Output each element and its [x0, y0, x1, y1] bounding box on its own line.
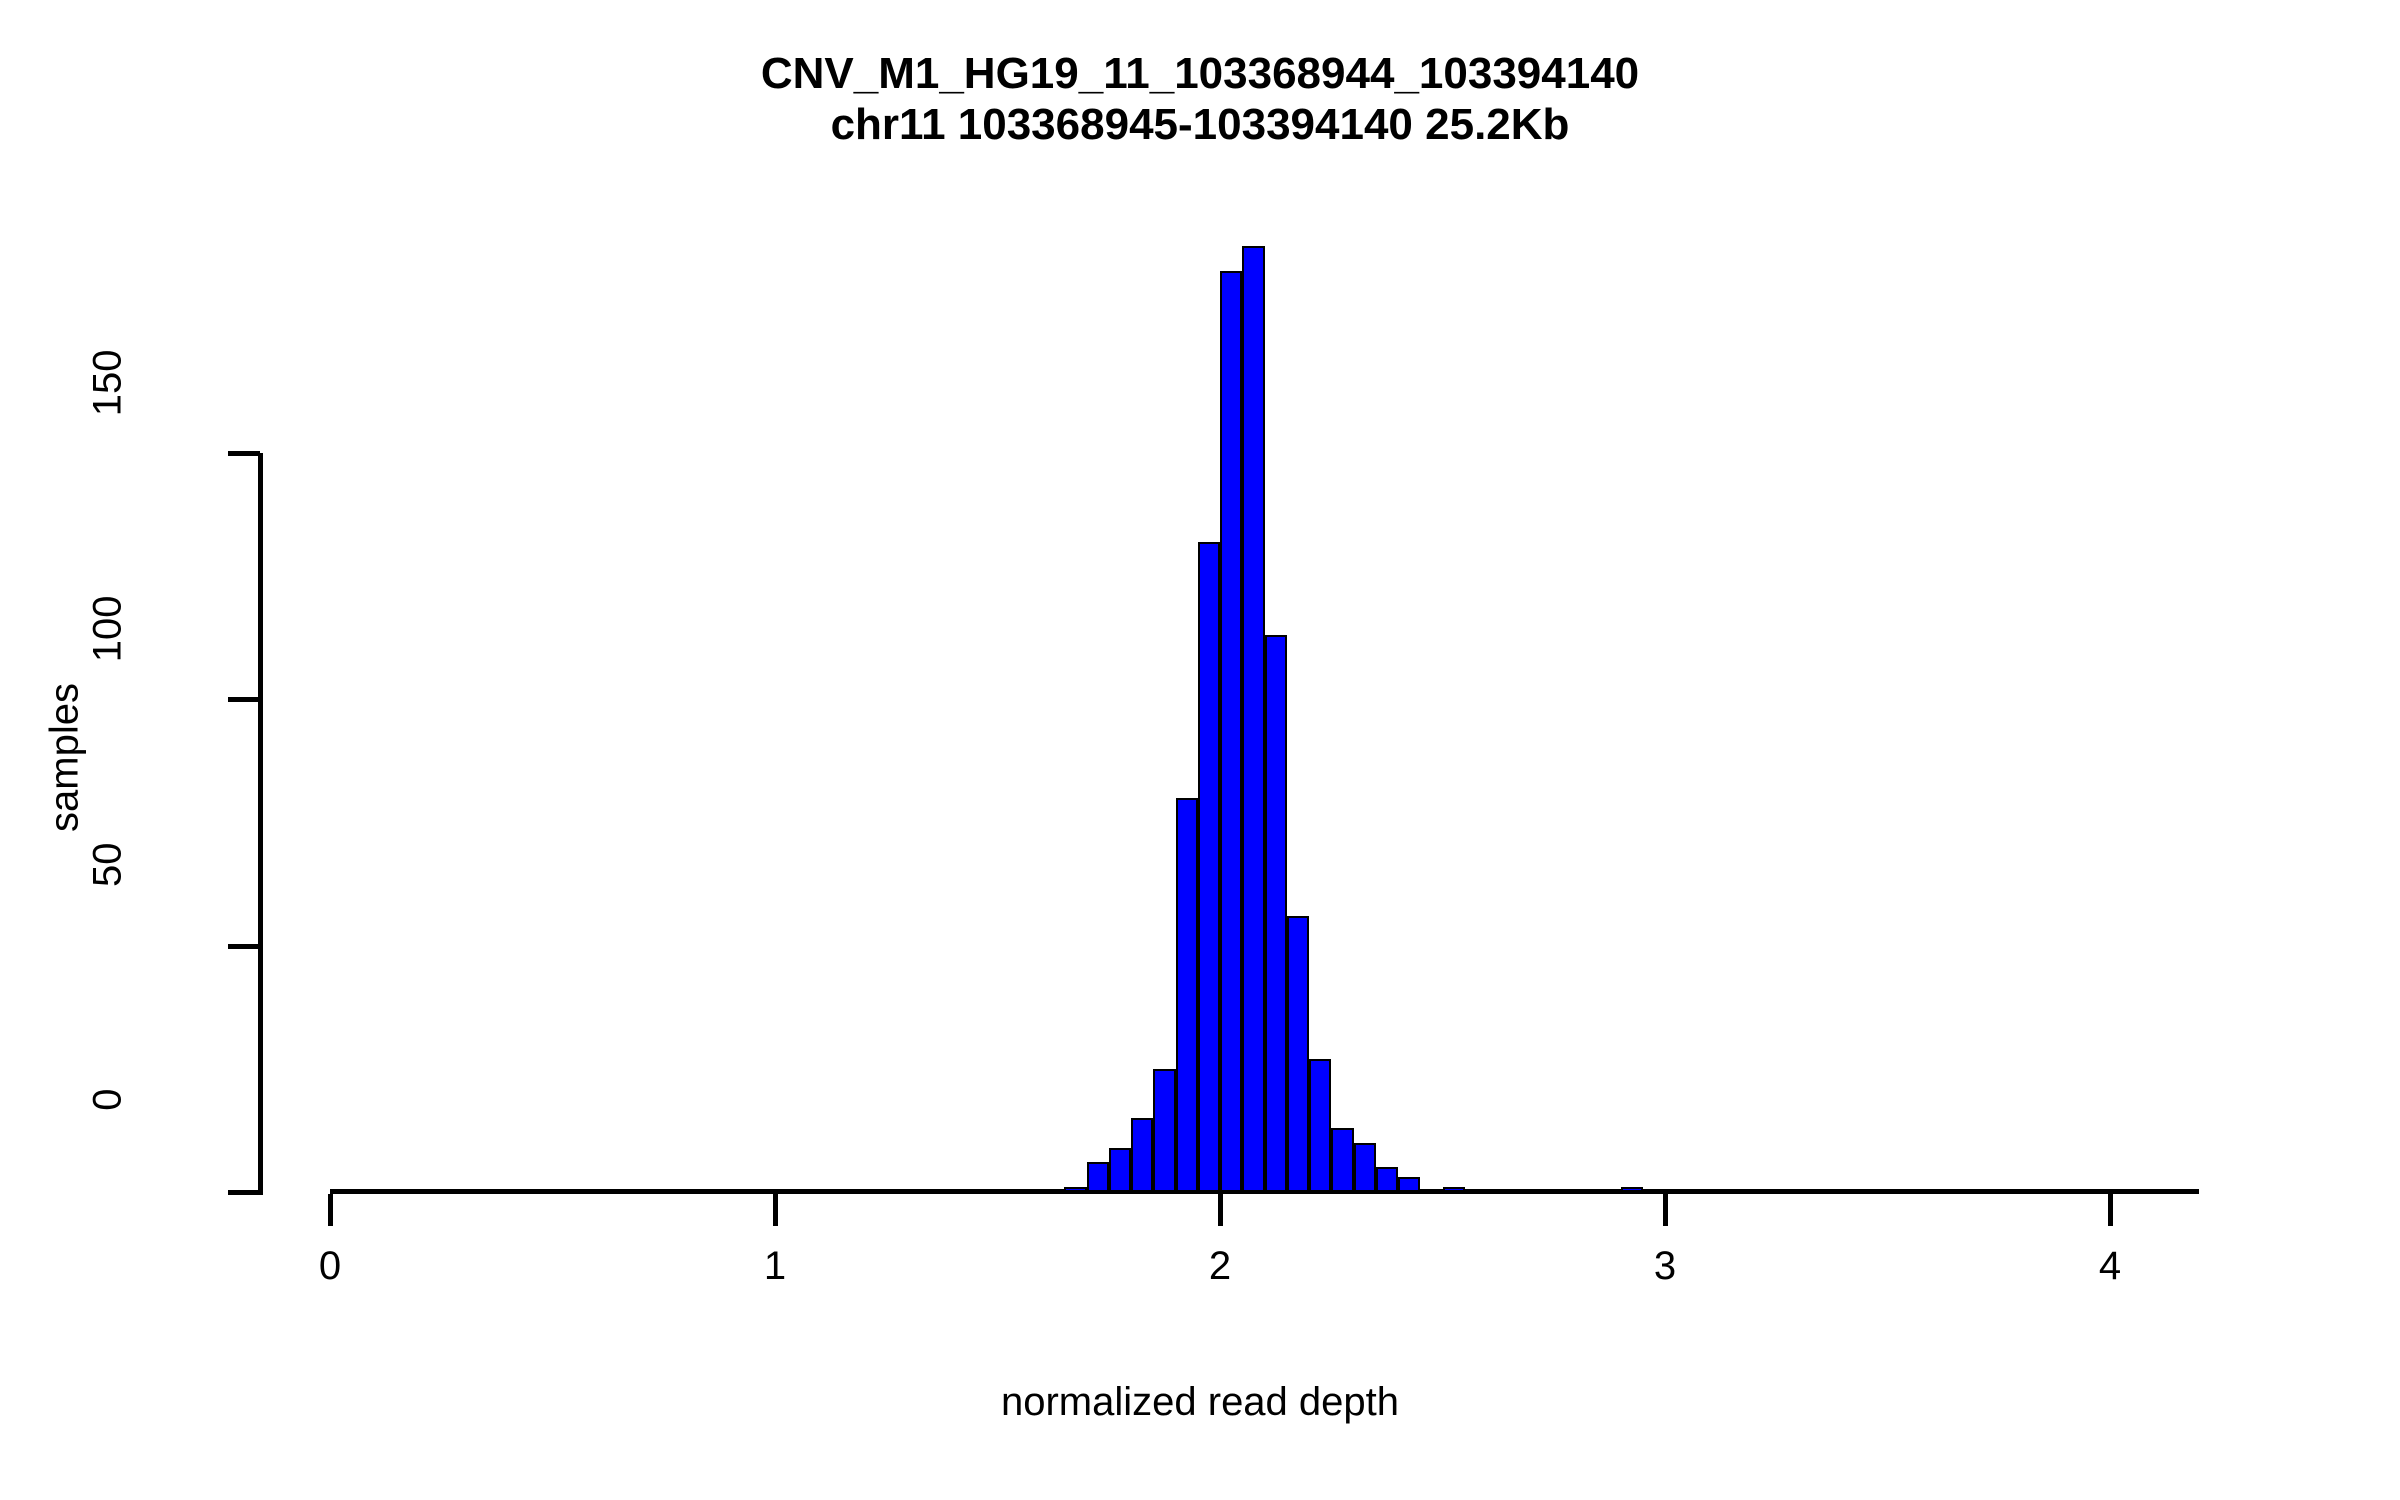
histogram-bar	[1309, 1058, 1332, 1192]
histogram-bar	[1108, 1147, 1131, 1192]
histogram-bar	[1242, 246, 1265, 1192]
y-tick-label-100: 100	[85, 595, 130, 663]
y-tick-label-150: 150	[85, 349, 130, 417]
histogram-bar	[1442, 1187, 1465, 1192]
chart-title-line-1: CNV_M1_HG19_11_103368944_103394140	[760, 49, 1640, 98]
chart-title: CNV_M1_HG19_11_103368944_103394140 chr11…	[0, 48, 2400, 150]
x-tick-label-0: 0	[318, 1244, 342, 1288]
x-axis-label: normalized read depth	[1000, 1380, 1400, 1424]
histogram-bar	[1220, 270, 1243, 1192]
x-tick-2	[1218, 1194, 1223, 1226]
histogram-bar	[1375, 1167, 1398, 1192]
histogram-bar	[1064, 1187, 1087, 1192]
histogram-bar	[1286, 916, 1309, 1192]
y-tick-150	[228, 451, 260, 456]
y-axis-label: samples	[42, 683, 87, 832]
y-tick-0	[228, 1190, 260, 1195]
x-tick-label-2: 2	[1208, 1244, 1232, 1288]
histogram-bar	[1264, 635, 1287, 1192]
x-tick-label-4: 4	[2098, 1244, 2122, 1288]
x-tick-1	[773, 1194, 778, 1226]
x-tick-4	[2108, 1194, 2113, 1226]
histogram-bar	[1353, 1142, 1376, 1192]
x-tick-0	[328, 1194, 333, 1226]
y-tick-label-50: 50	[85, 842, 130, 887]
x-tick-label-1: 1	[763, 1244, 787, 1288]
histogram-bar	[1086, 1162, 1109, 1192]
y-tick-50	[228, 943, 260, 949]
histogram-bar	[1398, 1177, 1421, 1192]
histogram-bar	[1197, 541, 1220, 1192]
x-tick-label-3: 3	[1653, 1244, 1677, 1288]
histogram-bar	[1153, 1068, 1176, 1192]
histogram-bar	[1175, 797, 1198, 1192]
y-tick-100	[228, 697, 260, 703]
y-tick-label-0: 0	[85, 1088, 130, 1111]
histogram-bar	[1620, 1187, 1643, 1192]
histogram-bar	[1331, 1127, 1354, 1192]
chart-title-line-2: chr11 103368945-103394140 25.2Kb	[830, 100, 1570, 150]
histogram-bar	[1131, 1118, 1154, 1192]
x-tick-3	[1663, 1194, 1668, 1226]
y-axis-line	[258, 453, 263, 1195]
